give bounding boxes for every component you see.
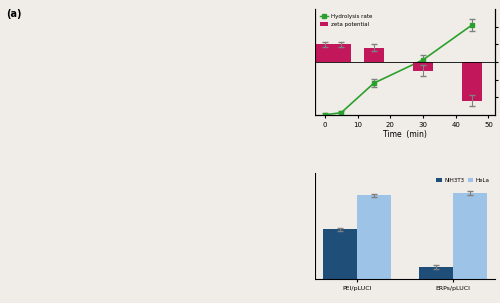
Legend: Hydrolysis rate, zeta potential: Hydrolysis rate, zeta potential bbox=[318, 12, 374, 29]
Bar bbox=[332, 44, 351, 62]
Bar bbox=[453, 193, 487, 303]
Y-axis label: Hydrolysis Rate (%): Hydrolysis Rate (%) bbox=[284, 28, 291, 96]
Bar bbox=[315, 44, 334, 62]
Text: (b): (b) bbox=[279, 0, 295, 3]
Bar bbox=[420, 267, 453, 303]
Bar bbox=[462, 62, 482, 101]
Text: (a): (a) bbox=[6, 9, 22, 19]
Bar bbox=[357, 195, 390, 303]
Y-axis label: Luci Expression
(RLU/ mg protein): Luci Expression (RLU/ mg protein) bbox=[280, 198, 291, 254]
Bar bbox=[413, 62, 433, 71]
Bar bbox=[323, 229, 357, 303]
X-axis label: Time  (min): Time (min) bbox=[383, 130, 427, 139]
Text: (c): (c) bbox=[279, 157, 294, 167]
Bar bbox=[364, 48, 384, 62]
Legend: NIH3T3, HeLa: NIH3T3, HeLa bbox=[434, 176, 492, 185]
